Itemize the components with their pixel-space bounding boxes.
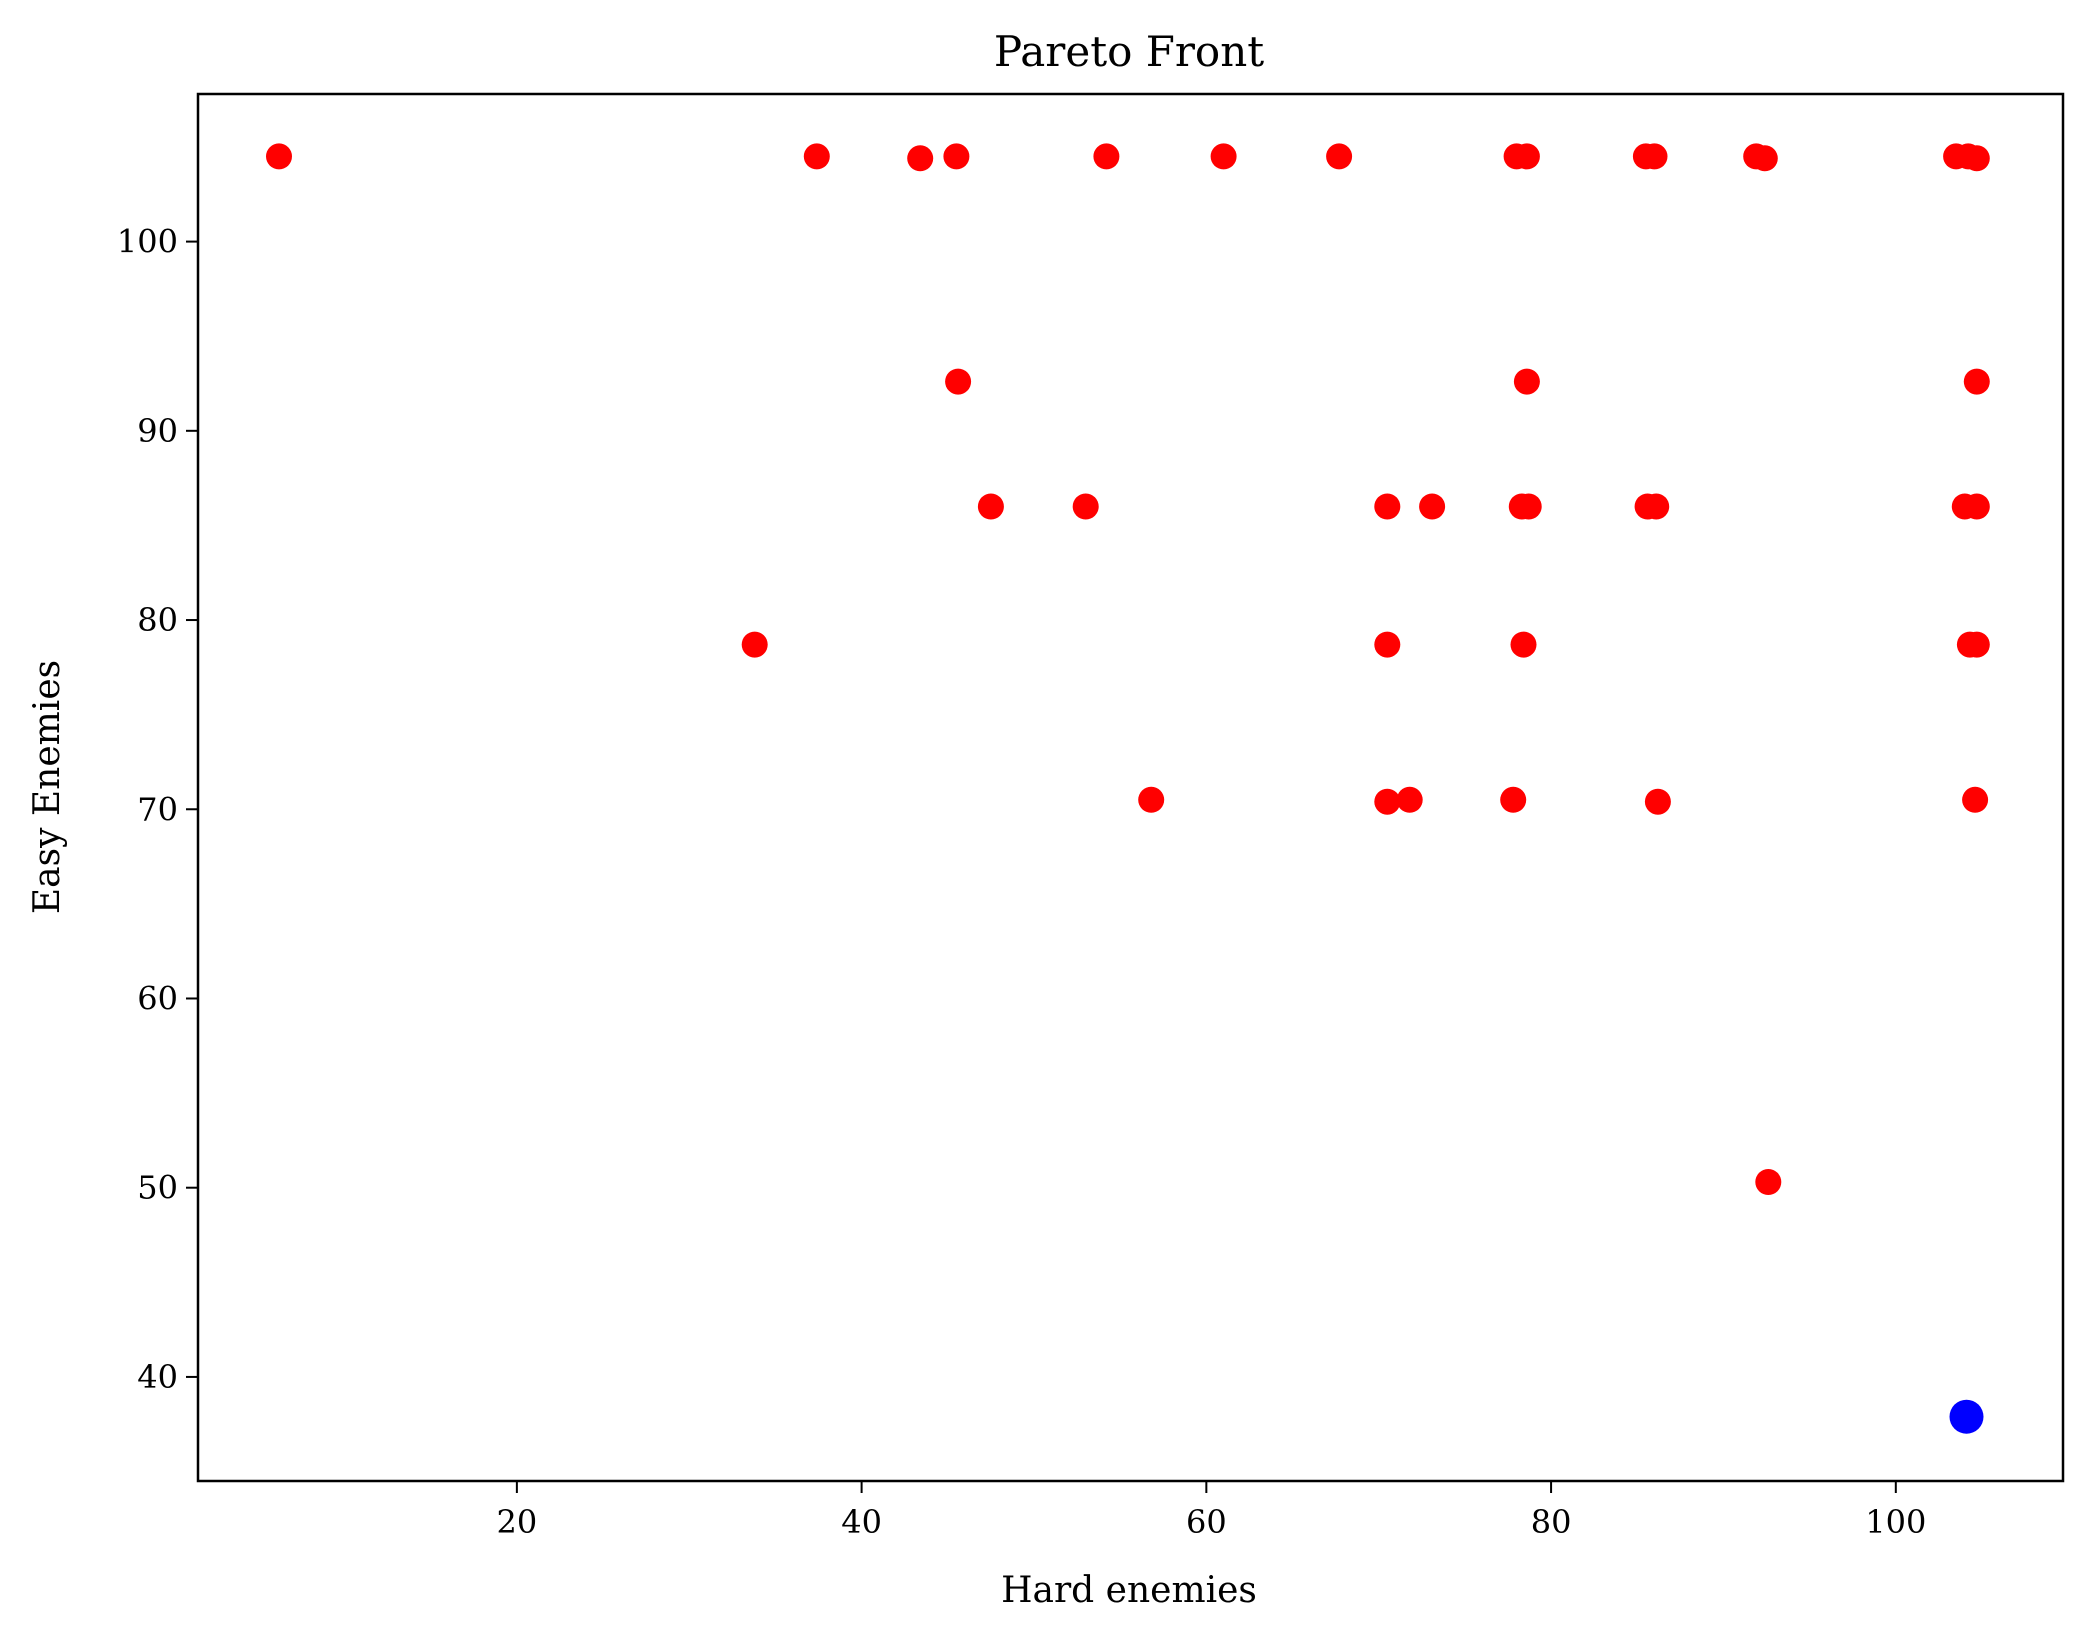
data-point bbox=[803, 143, 830, 170]
x-axis-label: Hard enemies bbox=[1001, 1570, 1257, 1611]
plot-frame bbox=[196, 92, 2065, 1483]
data-point bbox=[1374, 493, 1401, 520]
data-point bbox=[1963, 145, 1990, 172]
x-axis: 20 40 60 80 100 bbox=[497, 1481, 1926, 1541]
data-point bbox=[1396, 786, 1423, 813]
data-point bbox=[1963, 631, 1990, 658]
x-tick-label: 80 bbox=[1531, 1503, 1572, 1541]
y-tick-label: 90 bbox=[137, 412, 178, 450]
data-point bbox=[1072, 493, 1099, 520]
data-point bbox=[1510, 631, 1537, 658]
y-tick-label: 100 bbox=[117, 223, 178, 261]
data-point bbox=[1326, 143, 1353, 170]
data-point bbox=[1963, 493, 1990, 520]
y-tick-label: 70 bbox=[137, 790, 178, 828]
data-point bbox=[1515, 493, 1542, 520]
data-point bbox=[1949, 1399, 1984, 1434]
data-point bbox=[907, 145, 934, 172]
data-point bbox=[1962, 786, 1989, 813]
data-point bbox=[1751, 145, 1778, 172]
data-point bbox=[1093, 143, 1120, 170]
data-point bbox=[1513, 368, 1540, 395]
data-point bbox=[1138, 786, 1165, 813]
data-point bbox=[977, 493, 1004, 520]
data-point bbox=[741, 631, 768, 658]
y-tick-label: 60 bbox=[137, 979, 178, 1017]
data-point bbox=[1644, 788, 1671, 815]
data-point bbox=[1641, 143, 1668, 170]
data-point bbox=[1210, 143, 1237, 170]
data-point bbox=[1374, 631, 1401, 658]
plot-area bbox=[266, 143, 1990, 1434]
data-point bbox=[1374, 788, 1401, 815]
y-tick-label: 50 bbox=[137, 1169, 178, 1207]
y-axis-label: Easy Enemies bbox=[27, 660, 68, 914]
data-point bbox=[1419, 493, 1446, 520]
chart-title: Pareto Front bbox=[994, 27, 1264, 76]
data-point bbox=[1963, 368, 1990, 395]
x-tick-label: 100 bbox=[1865, 1503, 1926, 1541]
data-point bbox=[1643, 493, 1670, 520]
data-point bbox=[266, 143, 292, 170]
y-tick-label: 80 bbox=[137, 601, 178, 639]
y-axis: 40 50 60 70 80 90 100 bbox=[117, 223, 198, 1396]
data-point bbox=[943, 143, 970, 170]
x-tick-label: 20 bbox=[497, 1503, 538, 1541]
data-point bbox=[1513, 143, 1540, 170]
data-point bbox=[1755, 1169, 1782, 1195]
data-point bbox=[945, 368, 972, 395]
y-tick-label: 40 bbox=[137, 1358, 178, 1396]
x-tick-label: 60 bbox=[1186, 1503, 1227, 1541]
x-tick-label: 40 bbox=[841, 1503, 882, 1541]
data-point bbox=[1500, 786, 1527, 813]
